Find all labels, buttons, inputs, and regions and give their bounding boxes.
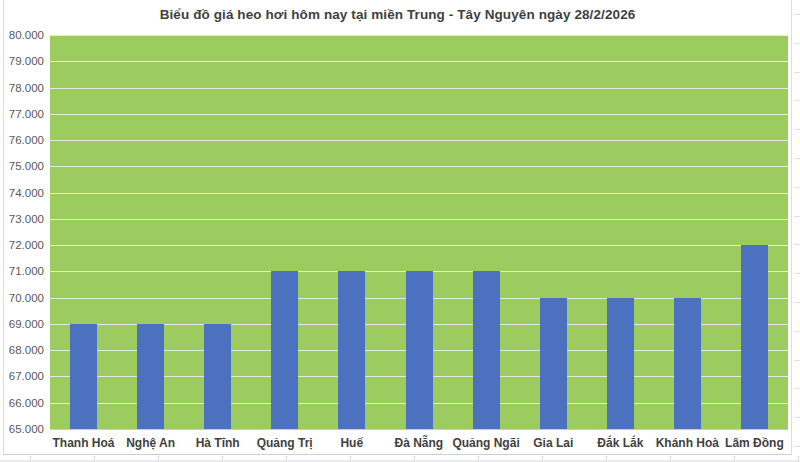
spreadsheet-row-gridlines [793, 0, 800, 455]
sheet-row-line [794, 72, 800, 73]
bar-Thanh Hoá [70, 324, 97, 429]
y-tick-label: 77.000 [4, 108, 44, 120]
y-tick-label: 76.000 [4, 134, 44, 146]
x-category-label: Thanh Hoá [50, 436, 117, 450]
bar-cell [721, 35, 788, 429]
sheet-row-line [794, 302, 800, 303]
x-category-label: Quảng Trị [251, 436, 318, 450]
sheet-row-line [794, 216, 800, 217]
bar-Quảng Ngãi [473, 271, 500, 429]
sheet-row-line [794, 158, 800, 159]
y-tick-label: 71.000 [4, 265, 44, 277]
sheet-row-line [794, 446, 800, 447]
bar-cell [385, 35, 452, 429]
bar-cell [251, 35, 318, 429]
bar-cell [117, 35, 184, 429]
bar-cell [520, 35, 587, 429]
sheet-row-line [794, 417, 800, 418]
plot-area [50, 35, 788, 429]
x-axis-line [50, 429, 788, 430]
x-axis: Thanh HoáNghệ AnHà TĩnhQuảng TrịHuếĐà Nẵ… [50, 436, 788, 450]
sheet-row-line [794, 100, 800, 101]
y-tick-label: 68.000 [4, 344, 44, 356]
sheet-row-line [794, 129, 800, 130]
bar-Quảng Trị [271, 271, 298, 429]
x-category-label: Quảng Ngãi [452, 436, 519, 450]
y-tick-label: 79.000 [4, 55, 44, 67]
x-category-label: Lâm Đồng [721, 436, 788, 450]
x-category-label: Nghệ An [117, 436, 184, 450]
y-tick-label: 69.000 [4, 318, 44, 330]
sheet-row-line [794, 331, 800, 332]
y-tick-label: 65.000 [4, 423, 44, 435]
chart-title: Biểu đồ giá heo hơi hôm nay tại miền Tru… [4, 7, 791, 22]
bar-cell [50, 35, 117, 429]
x-category-label: Khánh Hoà [654, 436, 721, 450]
x-category-label: Đắk Lắk [587, 436, 654, 450]
pig-price-bar-chart: Biểu đồ giá heo hơi hôm nay tại miền Tru… [3, 0, 792, 455]
sheet-row-line [794, 43, 800, 44]
y-tick-label: 80.000 [4, 29, 44, 41]
bar-cell [654, 35, 721, 429]
bar-series [50, 35, 788, 429]
y-tick-label: 67.000 [4, 370, 44, 382]
sheet-row-line [794, 360, 800, 361]
y-tick-label: 66.000 [4, 397, 44, 409]
x-category-label: Hà Tĩnh [184, 436, 251, 450]
y-tick-label: 73.000 [4, 213, 44, 225]
bar-Khánh Hoà [674, 298, 701, 429]
x-category-label: Huế [318, 436, 385, 450]
x-category-label: Gia Lai [520, 436, 587, 450]
excel-canvas: Biểu đồ giá heo hơi hôm nay tại miền Tru… [0, 0, 800, 462]
bar-Gia Lai [540, 298, 567, 429]
bar-cell [184, 35, 251, 429]
sheet-row-line [794, 244, 800, 245]
bar-cell [318, 35, 385, 429]
y-tick-label: 70.000 [4, 292, 44, 304]
bar-cell [587, 35, 654, 429]
sheet-row-line [794, 273, 800, 274]
sheet-row-line [794, 187, 800, 188]
bar-cell [453, 35, 520, 429]
y-tick-label: 75.000 [4, 160, 44, 172]
sheet-row-line [794, 388, 800, 389]
x-category-label: Đà Nẵng [385, 436, 452, 450]
bar-Đà Nẵng [406, 271, 433, 429]
bar-Đắk Lắk [607, 298, 634, 429]
bar-Hà Tĩnh [204, 324, 231, 429]
y-tick-label: 74.000 [4, 187, 44, 199]
y-tick-label: 78.000 [4, 82, 44, 94]
bar-Lâm Đồng [741, 245, 768, 429]
bar-Nghệ An [137, 324, 164, 429]
sheet-row-line [794, 14, 800, 15]
y-axis: 80.000 79.000 78.000 77.000 76.000 75.000 74.0… [4, 0, 44, 454]
y-tick-label: 72.000 [4, 239, 44, 251]
bar-Huế [338, 271, 365, 429]
